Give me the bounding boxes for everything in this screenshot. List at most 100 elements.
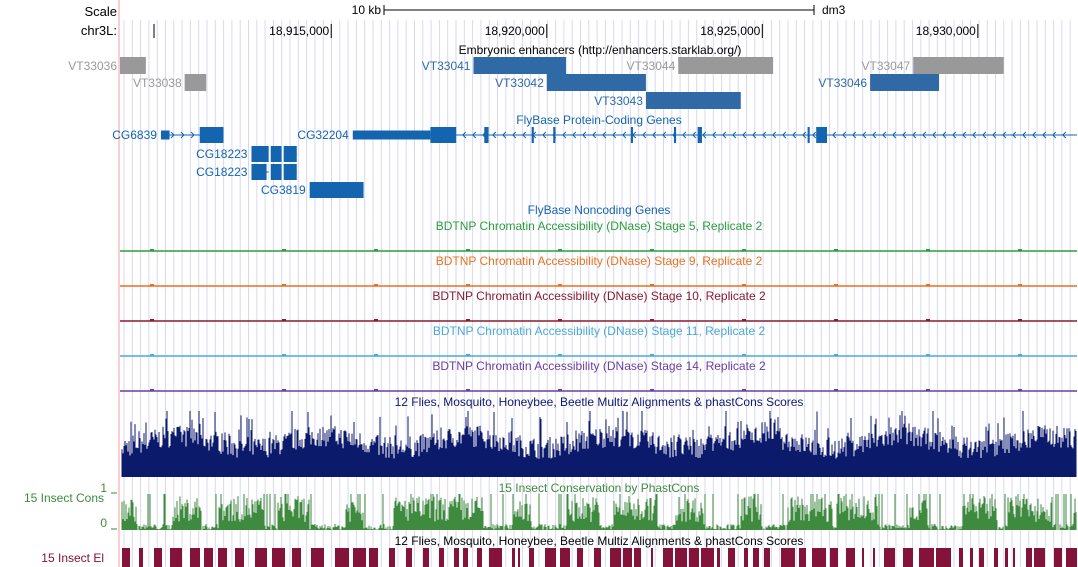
conserved-element[interactable]	[389, 548, 395, 567]
gene-exon[interactable]	[251, 146, 269, 162]
gene-exon[interactable]	[553, 127, 556, 143]
gene-label[interactable]: CG18223	[196, 165, 248, 179]
gene-exon[interactable]	[673, 127, 677, 143]
gene-exon[interactable]	[309, 182, 360, 198]
conserved-element[interactable]	[936, 548, 951, 567]
enhancer-label[interactable]: VT33041	[422, 59, 471, 73]
gene-exon[interactable]	[531, 127, 534, 143]
gene-exon[interactable]	[816, 127, 827, 143]
conserved-element[interactable]	[903, 548, 913, 567]
gene-exon[interactable]	[268, 164, 282, 180]
conserved-element[interactable]	[154, 548, 162, 567]
enhancer-feature[interactable]	[120, 57, 146, 74]
protein-coding-genes-track[interactable]: FlyBase Protein-Coding Genes CG6839 CG322…	[112, 113, 1077, 198]
conserved-element[interactable]	[799, 548, 806, 567]
gene-exon[interactable]	[251, 164, 267, 180]
gene-exon[interactable]	[697, 127, 702, 143]
enhancer-feature[interactable]	[546, 74, 646, 91]
gene-exon[interactable]	[807, 127, 810, 143]
enhancer-label[interactable]: VT33047	[861, 59, 910, 73]
conserved-element[interactable]	[979, 548, 984, 567]
conserved-element[interactable]	[663, 548, 673, 567]
embryonic-enhancers-track[interactable]: Embryonic enhancers (http://enhancers.st…	[68, 43, 1004, 109]
conserved-element[interactable]	[235, 548, 244, 567]
enhancer-feature[interactable]	[913, 57, 1004, 74]
gene-exon[interactable]	[281, 164, 297, 180]
conserved-element[interactable]	[463, 548, 468, 567]
conserved-element[interactable]	[529, 548, 534, 567]
conserved-element[interactable]	[489, 548, 502, 567]
conserved-element[interactable]	[970, 548, 973, 567]
conserved-element[interactable]	[744, 548, 748, 567]
enhancer-label[interactable]: VT33036	[68, 59, 117, 73]
dnase-track[interactable]: BDTNP Chromatin Accessibility (DNase) St…	[120, 254, 1077, 287]
insect-cons-side-label[interactable]: 15 Insect Cons	[24, 491, 104, 505]
gene-exon[interactable]	[357, 182, 364, 198]
enhancer-feature[interactable]	[473, 57, 567, 74]
enhancer-feature[interactable]	[678, 57, 774, 74]
conserved-element[interactable]	[477, 548, 482, 567]
enhancer-feature[interactable]	[184, 74, 207, 91]
conserved-element[interactable]	[884, 548, 895, 567]
gene-exon[interactable]	[199, 127, 224, 143]
conserved-element[interactable]	[311, 548, 324, 567]
conserved-element[interactable]	[577, 548, 583, 567]
conserved-element[interactable]	[272, 548, 285, 567]
conserved-element[interactable]	[994, 548, 998, 567]
conserved-element[interactable]	[454, 548, 459, 567]
conserved-element[interactable]	[753, 548, 759, 567]
conserved-element[interactable]	[701, 548, 714, 567]
gene-exon[interactable]	[281, 146, 297, 162]
conserved-element[interactable]	[518, 548, 520, 567]
conserved-element[interactable]	[335, 548, 349, 567]
conserved-element[interactable]	[728, 548, 735, 567]
conserved-element[interactable]	[560, 548, 570, 567]
multiz-alignment-track[interactable]: 12 Flies, Mosquito, Honeybee, Beetle Mul…	[121, 395, 1077, 477]
conserved-element[interactable]	[170, 548, 182, 567]
conserved-element[interactable]	[919, 548, 934, 567]
conserved-element[interactable]	[292, 548, 301, 567]
conserved-element[interactable]	[1013, 548, 1015, 567]
enhancer-label[interactable]: VT33044	[627, 59, 676, 73]
conserved-element[interactable]	[959, 548, 963, 567]
conserved-element[interactable]	[1034, 548, 1045, 567]
conserved-element[interactable]	[369, 548, 378, 567]
conserved-element[interactable]	[764, 548, 770, 567]
dnase-track[interactable]: BDTNP Chromatin Accessibility (DNase) St…	[120, 324, 1077, 357]
gene-label[interactable]: CG6839	[112, 128, 157, 142]
gene-label[interactable]: CG3819	[261, 183, 306, 197]
dnase-track[interactable]: BDTNP Chromatin Accessibility (DNase) St…	[120, 359, 1077, 392]
base-position-ruler[interactable]: Scale 10 kb dm3 chr3L: 18,915,000 18,920,…	[81, 3, 979, 38]
insect-elements-track[interactable]: 12 Flies, Mosquito, Honeybee, Beetle Mul…	[41, 534, 1077, 567]
gene-exon[interactable]	[484, 127, 489, 143]
conserved-element[interactable]	[610, 548, 621, 567]
gene-exon[interactable]	[268, 146, 282, 162]
conserved-element[interactable]	[353, 548, 366, 567]
conserved-element[interactable]	[406, 548, 412, 567]
conserved-element[interactable]	[594, 548, 601, 567]
dnase-track[interactable]: BDTNP Chromatin Accessibility (DNase) St…	[120, 289, 1077, 322]
gene-exon[interactable]	[430, 127, 457, 143]
enhancer-feature[interactable]	[870, 74, 940, 91]
insect-el-side-label[interactable]: 15 Insect El	[41, 551, 104, 565]
conserved-element[interactable]	[651, 548, 653, 567]
conserved-element[interactable]	[190, 548, 200, 567]
conserved-element[interactable]	[862, 548, 864, 567]
gene-label[interactable]: CG18223	[196, 147, 248, 161]
conserved-element[interactable]	[781, 548, 795, 567]
enhancer-feature[interactable]	[645, 92, 741, 109]
dnase-accessibility-tracks[interactable]: BDTNP Chromatin Accessibility (DNase) St…	[120, 219, 1077, 392]
conserved-element[interactable]	[717, 548, 720, 567]
conserved-element[interactable]	[122, 548, 130, 567]
gene-exon[interactable]	[160, 130, 170, 140]
conserved-element[interactable]	[675, 548, 687, 567]
conserved-element[interactable]	[873, 548, 875, 567]
conserved-element[interactable]	[204, 548, 213, 567]
conserved-element[interactable]	[623, 548, 632, 567]
gene-exon[interactable]	[630, 127, 633, 143]
dnase-track[interactable]: BDTNP Chromatin Accessibility (DNase) St…	[120, 219, 1077, 252]
conserved-element[interactable]	[634, 548, 641, 567]
conserved-element[interactable]	[439, 548, 444, 567]
